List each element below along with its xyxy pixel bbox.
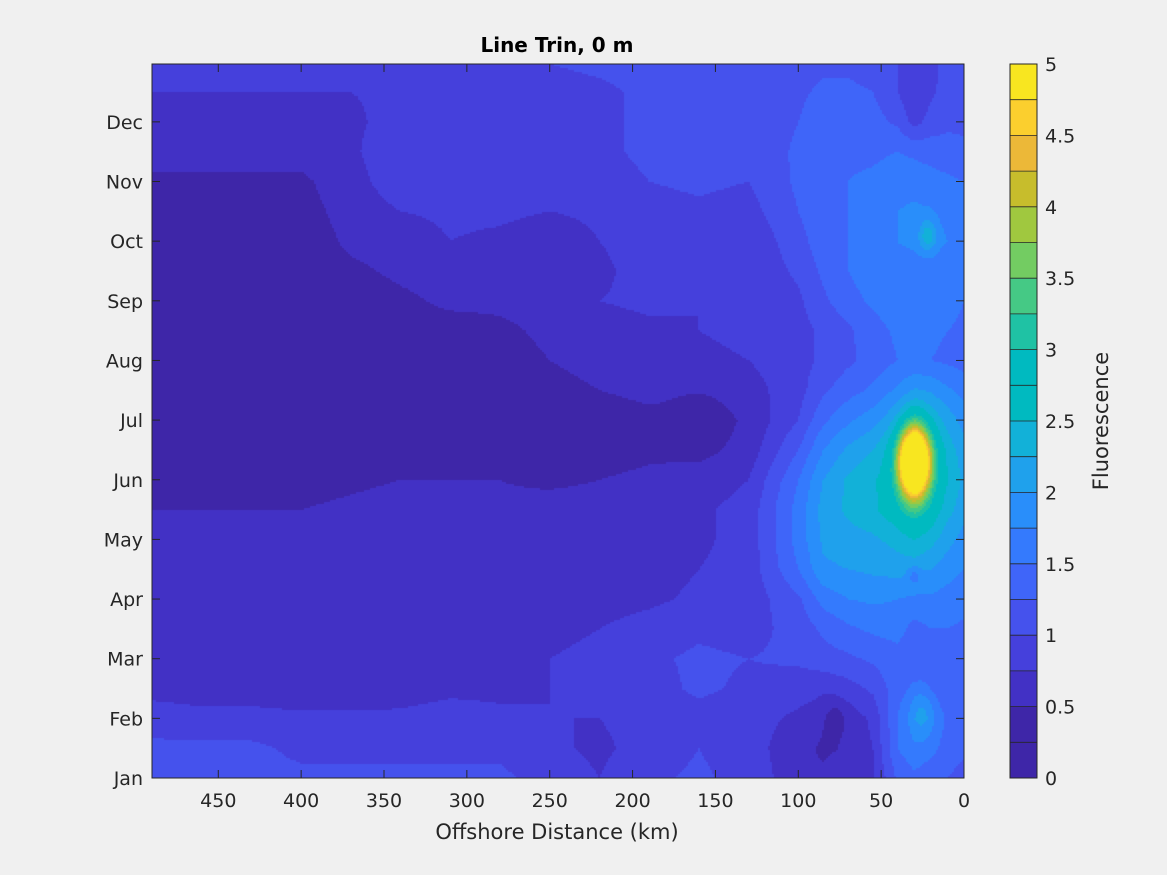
- x-tick-label: 100: [780, 790, 816, 812]
- colorbar-band: [1010, 706, 1037, 743]
- colorbar-band: [1010, 492, 1037, 529]
- colorbar: 0 0.5 1 1.5 2 2.5 3 3.5 4 4.5 5 Fluorescence: [1009, 54, 1113, 790]
- y-tick-label: Apr: [110, 589, 143, 611]
- colorbar-ticks: 0 0.5 1 1.5 2 2.5 3 3.5 4 4.5 5: [1045, 54, 1075, 790]
- colorbar-tick-label: 3.5: [1045, 268, 1075, 290]
- colorbar-band: [1010, 670, 1037, 707]
- colorbar-tick-label: 0.5: [1045, 697, 1075, 719]
- y-tick-label: Aug: [106, 350, 143, 372]
- x-tick-label: 50: [869, 790, 893, 812]
- colorbar-tick-label: 0: [1045, 768, 1057, 790]
- colorbar-tick-label: 4: [1045, 197, 1057, 219]
- colorbar-band: [1010, 278, 1037, 314]
- plot-frame: [151, 63, 965, 779]
- colorbar-band: [1010, 742, 1037, 778]
- colorbar-band: [1010, 99, 1037, 136]
- colorbar-band: [1010, 635, 1037, 671]
- y-tick-label: May: [104, 529, 143, 551]
- contour-map: [152, 64, 964, 778]
- colorbar-frame: [1009, 63, 1038, 779]
- colorbar-tick-label: 2: [1045, 482, 1057, 504]
- colorbar-tick-label: 5: [1045, 54, 1057, 76]
- colorbar-band: [1010, 385, 1037, 421]
- plot-area: [151, 63, 965, 779]
- x-tick-label: 400: [283, 790, 319, 812]
- colorbar-tick-label: 4.5: [1045, 125, 1075, 147]
- colorbar-band: [1010, 421, 1037, 457]
- chart-title: Line Trin, 0 m: [480, 33, 633, 57]
- colorbar-band: [1010, 349, 1037, 386]
- y-tick-label: Sep: [107, 291, 143, 313]
- colorbar-band: [1010, 242, 1037, 279]
- colorbar-label: Fluorescence: [1089, 352, 1113, 490]
- y-tick-label: Jun: [112, 470, 143, 492]
- colorbar-band: [1010, 599, 1037, 636]
- colorbar-tick-label: 1.5: [1045, 554, 1075, 576]
- x-axis: 450 400 350 300 250 200 150 100 50 0: [200, 64, 970, 812]
- colorbar-tick-label: 1: [1045, 625, 1057, 647]
- y-tick-label: Jul: [119, 410, 143, 432]
- colorbar-band: [1010, 456, 1037, 493]
- colorbar-band: [1010, 563, 1037, 600]
- x-tick-label: 0: [958, 790, 970, 812]
- contour-canvas: [152, 64, 964, 778]
- colorbar-bands: [1010, 64, 1037, 779]
- colorbar-tick-label: 2.5: [1045, 411, 1075, 433]
- x-tick-label: 250: [532, 790, 568, 812]
- x-tick-label: 150: [697, 790, 733, 812]
- colorbar-band: [1010, 528, 1037, 564]
- colorbar-band: [1010, 206, 1037, 243]
- colorbar-band: [1010, 171, 1037, 207]
- y-tick-label: Dec: [106, 112, 143, 134]
- colorbar-band: [1010, 313, 1037, 350]
- x-tick-label: 450: [200, 790, 236, 812]
- x-tick-label: 200: [614, 790, 650, 812]
- y-axis: Jan Feb Mar Apr May Jun Jul Aug Sep Oct Nov Dec: [104, 112, 964, 790]
- x-tick-label: 300: [449, 790, 485, 812]
- y-tick-label: Jan: [113, 768, 143, 790]
- y-tick-label: Nov: [106, 172, 143, 194]
- y-tick-label: Feb: [109, 708, 143, 730]
- x-axis-label: Offshore Distance (km): [435, 820, 678, 844]
- x-tick-label: 350: [366, 790, 402, 812]
- y-tick-label: Oct: [110, 231, 143, 253]
- y-tick-label: Mar: [107, 649, 143, 671]
- colorbar-band: [1010, 135, 1037, 172]
- colorbar-tick-label: 3: [1045, 340, 1057, 362]
- colorbar-band: [1010, 64, 1037, 100]
